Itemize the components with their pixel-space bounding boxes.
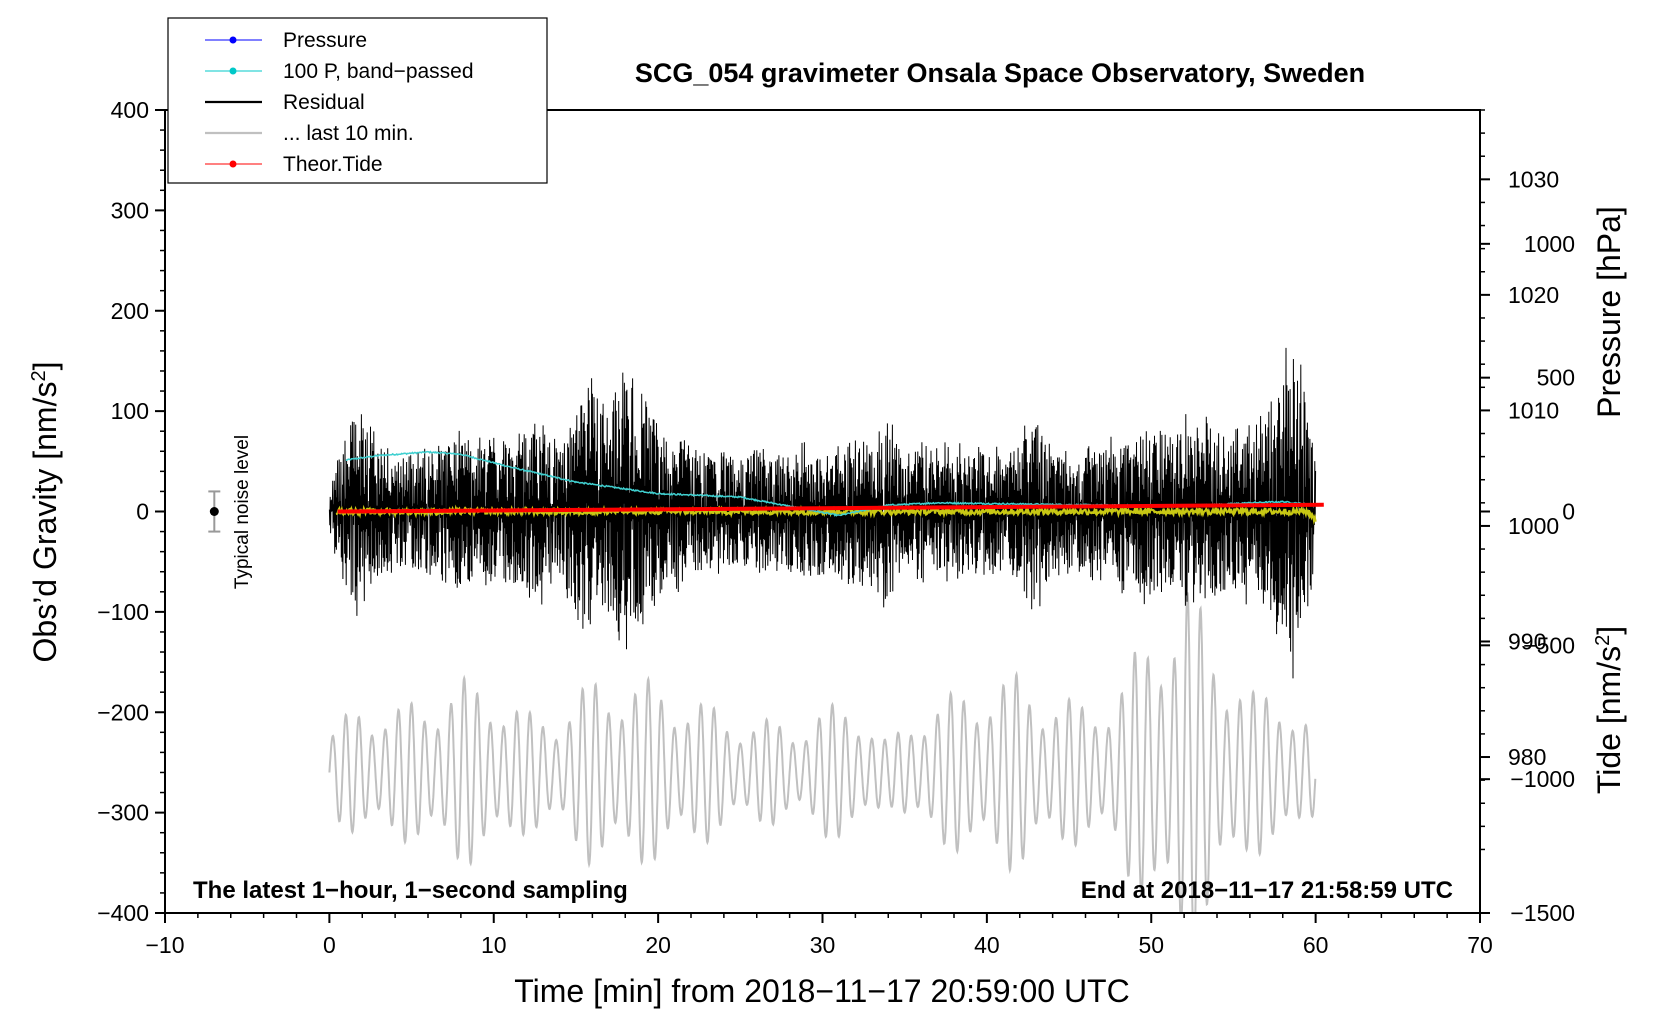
tide-tick-label: 0 bbox=[1562, 499, 1575, 525]
noise-label: Typical noise level bbox=[232, 435, 253, 589]
annotation-right: End at 2018−11−17 21:58:59 UTC bbox=[1081, 877, 1453, 904]
y-tick-label: −200 bbox=[97, 699, 149, 725]
x-tick-label: 60 bbox=[1303, 932, 1329, 958]
y-axis-label-gravity: Obs’d Gravity [nm/s2] bbox=[27, 362, 63, 663]
y-axis-pressure: 980 990 1000 1010 1020 1030 bbox=[1480, 109, 1559, 851]
x-tick-label: 30 bbox=[810, 932, 836, 958]
noise-bar-point bbox=[209, 507, 219, 516]
legend-label: Theor.Tide bbox=[283, 153, 383, 176]
legend: Pressure 100 P, band−passed Residual ... la… bbox=[167, 17, 548, 184]
series-theoretical-tide bbox=[337, 502, 1324, 514]
y-axis-label-pressure: Pressure [hPa] bbox=[1591, 206, 1627, 418]
y-tick-label: −300 bbox=[97, 800, 149, 826]
pressure-tick-label: 1030 bbox=[1508, 166, 1559, 192]
legend-marker bbox=[229, 67, 237, 75]
y-axis-gravity: −400 −300 −200 −100 0 100 200 300 400 bbox=[97, 97, 165, 926]
legend-label: ... last 10 min. bbox=[283, 122, 414, 145]
y-axis-tide: −1500 −1000 −500 0 500 1000 bbox=[1480, 231, 1575, 926]
x-tick-label: 10 bbox=[481, 932, 507, 958]
legend-marker bbox=[229, 36, 237, 44]
pressure-tick-label: 1010 bbox=[1508, 397, 1559, 423]
legend-label: Residual bbox=[283, 91, 365, 114]
tide-tick-label: 1000 bbox=[1524, 231, 1575, 257]
noise-level-bar bbox=[208, 490, 221, 533]
x-axis: −10 0 10 20 30 40 50 60 70 bbox=[145, 913, 1493, 958]
y-tick-label: 100 bbox=[111, 398, 149, 424]
x-tick-label: 70 bbox=[1467, 932, 1493, 958]
annotation-left: The latest 1−hour, 1−second sampling bbox=[193, 877, 628, 904]
y-axis-label-tide: Tide [nm/s2] bbox=[1591, 626, 1627, 794]
tide-tick-label: −1500 bbox=[1510, 900, 1575, 926]
legend-label: 100 P, band−passed bbox=[283, 60, 474, 83]
pressure-tick-label: 1020 bbox=[1508, 282, 1559, 308]
x-axis-label: Time [min] from 2018−11−17 20:59:00 UTC bbox=[514, 973, 1129, 1009]
tide-tick-label: −1000 bbox=[1510, 766, 1575, 792]
series-residual bbox=[328, 347, 1317, 679]
legend-marker bbox=[229, 160, 237, 168]
series-pressure-related-grey bbox=[328, 592, 1317, 913]
y-tick-label: 0 bbox=[136, 499, 149, 525]
x-tick-label: 50 bbox=[1138, 932, 1164, 958]
x-tick-label: −10 bbox=[145, 932, 184, 958]
legend-box bbox=[167, 17, 548, 184]
chart-title: SCG_054 gravimeter Onsala Space Observat… bbox=[635, 58, 1365, 88]
y-tick-label: 200 bbox=[111, 298, 149, 324]
x-tick-label: 0 bbox=[323, 932, 336, 958]
y-tick-label: 400 bbox=[111, 97, 149, 123]
y-tick-label: −100 bbox=[97, 599, 149, 625]
tide-tick-label: −500 bbox=[1523, 632, 1575, 658]
x-tick-label: 20 bbox=[645, 932, 671, 958]
legend-label: Pressure bbox=[283, 29, 367, 52]
pressure-tick-label: 990 bbox=[1508, 628, 1546, 654]
series-layer bbox=[328, 347, 1324, 913]
pressure-tick-label: 1000 bbox=[1508, 513, 1559, 539]
y-tick-label: −400 bbox=[97, 900, 149, 926]
tide-tick-label: 500 bbox=[1537, 365, 1575, 391]
pressure-tick-label: 980 bbox=[1508, 744, 1546, 770]
x-tick-label: 40 bbox=[974, 932, 1000, 958]
y-tick-label: 300 bbox=[111, 197, 149, 223]
